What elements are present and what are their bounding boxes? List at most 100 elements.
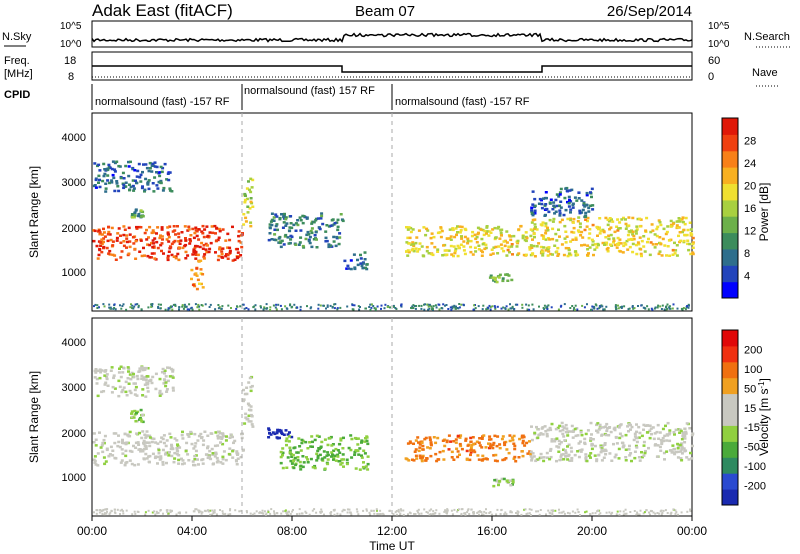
echo-cell [682, 228, 686, 232]
echo-cell [284, 509, 287, 512]
echo-cell [442, 244, 445, 247]
echo-cell [598, 306, 601, 308]
echo-cell [221, 305, 224, 308]
echo-cell [462, 249, 466, 252]
echo-cell [112, 376, 116, 380]
echo-cell [672, 303, 675, 306]
echo-cell [102, 245, 106, 249]
echo-cell [545, 196, 548, 200]
echo-cell [472, 449, 476, 452]
echo-cell [493, 278, 497, 281]
echo-cell [577, 197, 581, 200]
echo-cell [680, 442, 684, 445]
echo-cell [143, 444, 147, 447]
echo-cell [654, 512, 657, 515]
echo-cell [472, 443, 476, 446]
echo-cell [144, 366, 148, 370]
echo-cell [284, 429, 288, 432]
echo-cell [111, 244, 115, 247]
echo-cell [163, 369, 167, 372]
echo-cell [293, 303, 296, 306]
echo-cell [599, 229, 603, 232]
echo-cell [217, 236, 221, 239]
echo-cell [98, 232, 102, 236]
echo-cell [109, 238, 113, 242]
echo-cell [287, 435, 291, 438]
echo-cell [673, 252, 677, 255]
echo-cell [642, 245, 646, 248]
echo-cell [116, 508, 119, 511]
echo-cell [128, 240, 132, 243]
echo-cell [548, 218, 552, 222]
echo-cell [206, 434, 210, 437]
echo-cell [98, 376, 102, 380]
echo-cell [458, 453, 461, 456]
echo-cell [376, 305, 379, 308]
echo-cell [685, 422, 689, 425]
echo-cell [608, 228, 612, 231]
echo-cell [624, 512, 627, 515]
echo-cell [265, 303, 268, 306]
echo-cell [654, 306, 657, 309]
echo-cell [574, 238, 578, 241]
echo-cell [559, 441, 563, 444]
echo-cell [579, 234, 583, 237]
echo-cell [333, 221, 337, 225]
echo-cell [624, 433, 628, 437]
echo-cell [265, 512, 268, 515]
echo-cell [253, 512, 256, 515]
echo-cell [423, 437, 427, 441]
echo-cell [558, 193, 562, 196]
echo-cell [201, 462, 205, 465]
echo-cell [306, 447, 310, 450]
nave-axis-top: 60 [708, 55, 720, 67]
echo-cell [425, 457, 429, 460]
echo-cell [218, 227, 222, 231]
echo-cell [94, 303, 97, 306]
echo-cell [559, 200, 563, 203]
echo-cell [122, 244, 126, 248]
echo-cell [262, 512, 265, 515]
echo-cell [434, 441, 438, 445]
echo-cell [179, 512, 181, 515]
echo-cell [684, 216, 688, 220]
echo-cell [168, 187, 172, 190]
echo-cell [245, 510, 248, 512]
echo-cell [92, 239, 96, 243]
echo-cell [490, 248, 494, 251]
echo-cell [172, 303, 175, 306]
echo-cell [524, 239, 528, 243]
echo-cell [405, 241, 409, 244]
echo-cell [194, 250, 198, 254]
echo-cell [206, 445, 210, 448]
echo-cell [452, 458, 456, 461]
echo-cell [631, 233, 635, 236]
echo-cell [578, 222, 582, 225]
echo-cell [196, 458, 199, 461]
echo-cell [157, 448, 161, 452]
echo-cell [201, 224, 205, 228]
echo-cell [211, 231, 215, 235]
echo-cell [299, 305, 302, 308]
echo-cell [168, 366, 171, 370]
echo-cell [215, 227, 219, 230]
echo-cell [154, 441, 158, 444]
echo-cell [497, 225, 501, 229]
echo-cell [348, 508, 351, 511]
echo-cell [525, 236, 529, 240]
echo-cell [285, 222, 289, 225]
echo-cell [308, 513, 311, 516]
echo-cell [678, 428, 682, 431]
echo-cell [417, 229, 421, 232]
echo-cell [336, 307, 339, 310]
echo-cell [648, 429, 652, 432]
echo-cell [365, 263, 369, 266]
echo-cell [173, 451, 177, 455]
echo-cell [231, 259, 235, 262]
echo-cell [114, 432, 118, 435]
echo-cell [608, 426, 612, 429]
echo-cell [589, 439, 593, 442]
echo-cell [495, 513, 498, 516]
echo-cell [124, 164, 128, 168]
echo-cell [148, 434, 152, 438]
